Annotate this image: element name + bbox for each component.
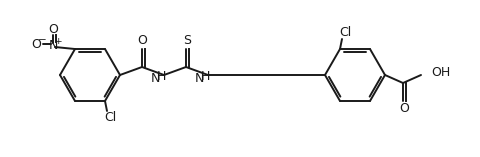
Text: O: O — [399, 103, 409, 116]
Text: −: − — [37, 35, 47, 45]
Text: N: N — [48, 38, 58, 51]
Text: O: O — [31, 38, 41, 51]
Text: +: + — [54, 37, 62, 46]
Text: H: H — [200, 70, 210, 82]
Text: Cl: Cl — [104, 111, 116, 125]
Text: H: H — [156, 70, 166, 82]
Text: N: N — [194, 73, 204, 86]
Text: N: N — [150, 73, 160, 86]
Text: O: O — [48, 22, 58, 35]
Text: OH: OH — [431, 65, 450, 78]
Text: O: O — [137, 35, 147, 48]
Text: S: S — [183, 35, 191, 48]
Text: Cl: Cl — [339, 26, 351, 38]
